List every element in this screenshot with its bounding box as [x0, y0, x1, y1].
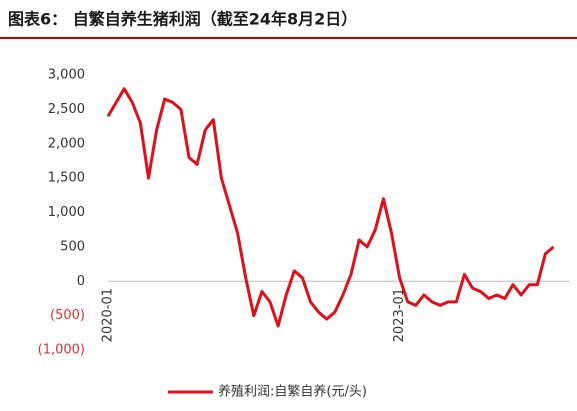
y-tick-label: 2,500 — [48, 102, 85, 117]
legend-label: 养殖利润:自繁自养(元/头) — [218, 384, 367, 400]
data-line — [106, 87, 555, 328]
y-tick-label: (1,000) — [38, 343, 85, 358]
y-tick-label: 2,000 — [48, 136, 85, 151]
y-tick-label: (500) — [50, 308, 85, 323]
y-tick-label: 1,000 — [48, 205, 85, 220]
y-tick-label: 0 — [77, 274, 85, 289]
x-tick-label: 2020-01 — [101, 288, 116, 342]
x-tick-label: 2023-01 — [392, 288, 407, 342]
y-tick-label: 500 — [60, 239, 85, 254]
y-tick-label: 1,500 — [48, 171, 85, 186]
y-tick-label: 3,000 — [48, 68, 85, 83]
chart-title: 图表6： 自繁自养生猪利润（截至24年8月2日） — [8, 10, 357, 29]
